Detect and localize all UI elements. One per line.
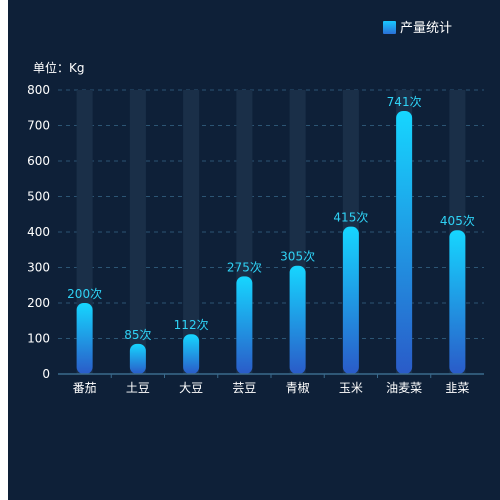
bar-track <box>76 90 93 374</box>
y-tick-label: 200 <box>27 296 50 310</box>
category-label: 芸豆 <box>232 381 256 395</box>
legend[interactable]: 产量统计 <box>383 21 452 36</box>
value-label: 415次 <box>333 211 368 225</box>
bar-韭菜[interactable] <box>449 230 466 374</box>
y-tick-label: 100 <box>27 332 50 346</box>
bar-track <box>129 90 146 374</box>
bar-大豆[interactable] <box>183 334 200 374</box>
value-label: 200次 <box>67 287 102 301</box>
bar-青椒[interactable] <box>289 265 306 374</box>
value-label: 405次 <box>440 214 475 228</box>
value-label: 112次 <box>174 318 209 332</box>
value-label: 305次 <box>280 250 315 264</box>
category-label: 大豆 <box>179 381 203 395</box>
bar-土豆[interactable] <box>129 343 146 374</box>
y-tick-label: 800 <box>27 83 50 97</box>
x-axis-ticks <box>110 374 432 378</box>
category-label: 韭菜 <box>445 381 469 395</box>
value-label: 275次 <box>227 260 262 274</box>
legend-swatch <box>383 21 396 34</box>
y-tick-label: 500 <box>27 190 50 204</box>
category-labels: 番茄 土豆 大豆 芸豆 青椒 玉米 油麦菜 韭菜 <box>73 381 470 395</box>
bars <box>76 110 466 374</box>
bar-玉米[interactable] <box>342 226 359 374</box>
category-label: 土豆 <box>126 381 150 395</box>
y-tick-label: 0 <box>42 367 50 381</box>
value-label: 85次 <box>124 328 151 342</box>
y-tick-label: 700 <box>27 119 50 133</box>
unit-label: 单位：Kg <box>33 60 85 75</box>
y-tick-label: 300 <box>27 261 50 275</box>
y-tick-label: 600 <box>27 154 50 168</box>
value-label: 741次 <box>387 95 422 109</box>
category-label: 番茄 <box>73 381 97 395</box>
y-tick-label: 400 <box>27 225 50 239</box>
bar-油麦菜[interactable] <box>396 110 413 374</box>
bar-track <box>183 90 200 374</box>
category-label: 玉米 <box>339 381 363 395</box>
grid-lines <box>58 89 484 339</box>
bar-芸豆[interactable] <box>236 276 253 374</box>
legend-label: 产量统计 <box>400 21 452 36</box>
category-label: 青椒 <box>286 381 310 395</box>
value-labels: 200次 85次 112次 275次 305次 415次 741次 405次 <box>67 95 475 342</box>
category-label: 油麦菜 <box>386 381 422 395</box>
y-axis-ticks: 0 100 200 300 400 500 600 700 800 <box>27 83 50 381</box>
bar-番茄[interactable] <box>76 303 93 374</box>
